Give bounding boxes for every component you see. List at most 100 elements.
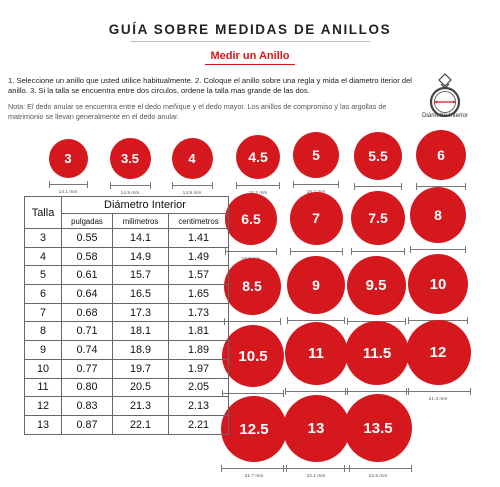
ring-size-circle: 6.5 <box>225 193 277 245</box>
ring-size-circle: 8 <box>410 187 466 243</box>
diameter-measure-line <box>344 465 412 474</box>
diameter-measure-line <box>354 183 402 192</box>
ring-size-circle: 10.5 <box>222 325 284 387</box>
inches-cell: 0.80 <box>61 377 113 398</box>
diameter-measure-line <box>109 181 151 191</box>
circle-size-label: 10.5 <box>238 347 268 365</box>
circle-size-label: 5.5 <box>368 148 388 164</box>
table-row: 5 0.61 15.7 1.57 <box>24 265 229 286</box>
subtitle-underline <box>205 64 295 65</box>
talla-cell: 7 <box>24 302 62 323</box>
diameter-measure-line <box>289 247 343 257</box>
diameter-measure-line <box>48 180 88 190</box>
cm-cell: 2.13 <box>168 396 229 416</box>
unit-header-mm: milimetros <box>112 213 169 229</box>
inches-cell: 0.55 <box>61 228 113 248</box>
note-text: Nota: El dedo anular se encuentra entre … <box>8 102 387 121</box>
inches-cell: 0.58 <box>61 246 113 267</box>
cm-cell: 1.57 <box>168 265 229 286</box>
talla-cell: 12 <box>24 396 62 416</box>
cm-cell: 1.81 <box>168 321 229 342</box>
unit-header-cm: centimetros <box>168 213 229 229</box>
diameter-measure-line <box>236 182 280 191</box>
talla-cell: 11 <box>24 377 62 398</box>
circle-size-label: 4.5 <box>248 149 268 165</box>
ring-diameter-icon <box>429 73 461 118</box>
diameter-measure-line <box>410 246 466 255</box>
mm-cell: 14.9 <box>112 246 169 267</box>
ring-size-circle: 13 <box>282 394 350 462</box>
ring-size-circle: 9.5 <box>346 255 406 315</box>
diameter-mm-label: 14.1 mm <box>58 189 78 195</box>
circle-size-label: 7 <box>312 210 320 226</box>
talla-cell: 10 <box>24 358 62 379</box>
talla-cell: 13 <box>24 414 62 435</box>
ring-size-circle: 12 <box>405 319 471 385</box>
diameter-measure-line <box>416 183 466 192</box>
section-subtitle: Medir un Anillo <box>210 50 290 62</box>
mm-cell: 19.7 <box>112 358 169 379</box>
inches-cell: 0.71 <box>61 321 113 342</box>
circle-size-label: 13 <box>307 419 325 437</box>
diameter-measure-line <box>405 387 471 397</box>
diameter-measure-line <box>351 248 405 257</box>
size-table: Talla Diámetro Interior pulgadas milimet… <box>24 196 229 435</box>
circle-size-label: 11.5 <box>362 344 392 362</box>
diameter-measure-line <box>287 317 345 326</box>
circle-size-label: 3.5 <box>120 150 140 166</box>
circle-size-label: 9.5 <box>365 276 387 294</box>
inches-cell: 0.77 <box>61 358 113 379</box>
diameter-measure-line <box>345 388 409 397</box>
ring-size-circle: 12.5 <box>221 396 287 462</box>
mm-cell: 20.5 <box>112 377 169 398</box>
cm-cell: 1.97 <box>168 358 229 379</box>
diameter-mm-label: 14.9 mm <box>182 190 202 196</box>
cm-cell: 1.73 <box>168 302 229 323</box>
diameter-mm-label: 21.7 mm <box>244 474 264 479</box>
circle-size-label: 9 <box>312 277 320 293</box>
unit-header-inches: pulgadas <box>61 213 113 229</box>
circle-size-label: 13.5 <box>363 419 393 437</box>
talla-cell: 9 <box>24 340 62 360</box>
talla-cell: 4 <box>24 246 62 267</box>
mm-cell: 18.1 <box>112 321 169 342</box>
ring-size-circle: 4 <box>171 137 213 179</box>
mm-cell: 17.3 <box>112 302 169 323</box>
ring-size-circle: 7 <box>289 191 343 245</box>
ring-size-circle: 5.5 <box>354 132 402 180</box>
talla-cell: 8 <box>24 321 62 342</box>
diameter-measure-line <box>282 464 350 474</box>
ring-size-circle: 13.5 <box>344 394 412 462</box>
ring-size-circle: 3 <box>48 138 88 178</box>
mm-cell: 22.1 <box>112 414 169 435</box>
inches-cell: 0.87 <box>61 414 113 435</box>
table-row: 10 0.77 19.7 1.97 <box>24 358 229 379</box>
diameter-measure-line <box>221 465 287 474</box>
table-row: 13 0.87 22.1 2.21 <box>24 414 229 435</box>
mm-cell: 15.7 <box>112 265 169 286</box>
ring-size-circle: 6 <box>416 130 466 180</box>
cm-cell: 1.41 <box>168 228 229 248</box>
title-divider <box>130 41 370 42</box>
circle-size-label: 11 <box>308 344 324 362</box>
circle-size-label: 12 <box>429 343 447 361</box>
circle-size-label: 12.5 <box>239 420 269 438</box>
table-row: 9 0.74 18.9 1.89 <box>24 340 229 360</box>
diameter-mm-label: 14.9 mm <box>120 190 140 196</box>
inches-cell: 0.61 <box>61 265 113 286</box>
instructions-text: 1. Seleccione un anillo que usted utilic… <box>8 76 412 95</box>
table-row: 7 0.68 17.3 1.73 <box>24 302 229 323</box>
ring-size-circle: 11 <box>284 321 348 385</box>
circle-size-label: 10 <box>429 275 447 293</box>
ring-size-circle: 9 <box>287 256 345 314</box>
diameter-measure-line <box>171 181 213 191</box>
circle-size-label: 3 <box>64 150 72 166</box>
diameter-measure-line <box>293 181 339 190</box>
table-row: 3 0.55 14.1 1.41 <box>24 228 229 248</box>
diameter-mm-label: 22.5 mm <box>368 474 388 479</box>
mm-cell: 18.9 <box>112 340 169 360</box>
talla-cell: 5 <box>24 265 62 286</box>
ring-size-circle: 3.5 <box>109 137 151 179</box>
circle-size-label: 7.5 <box>368 210 388 226</box>
talla-header: Talla <box>24 196 62 229</box>
